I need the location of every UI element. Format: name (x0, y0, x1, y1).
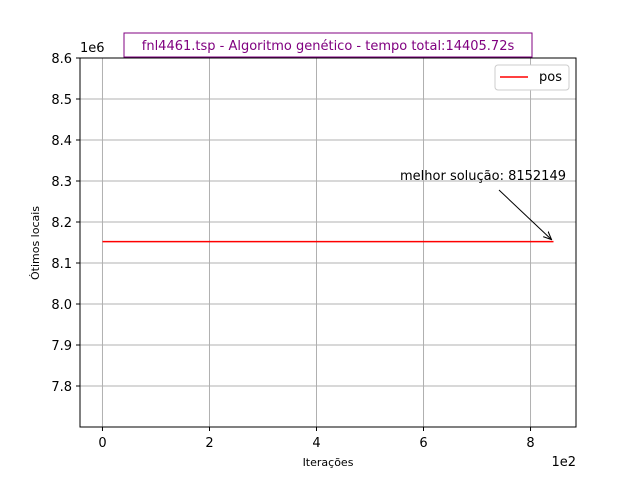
plot-frame (79, 57, 577, 428)
y-tick-label: 8.4 (51, 134, 72, 149)
x-tick-label: 4 (312, 436, 320, 451)
y-tick-label: 8.2 (51, 216, 72, 231)
y-tick-label: 7.8 (51, 380, 72, 395)
annotation-text: melhor solução: 8152149 (400, 169, 566, 184)
y-tick-label: 8.5 (51, 93, 72, 108)
annotation: melhor solução: 8152149 (400, 169, 566, 240)
y-tick-label: 8.3 (51, 175, 72, 190)
y-tick-label: 7.9 (51, 339, 72, 354)
chart-title: fnl4461.tsp - Algoritmo genético - tempo… (142, 39, 515, 54)
x-tick-label: 8 (526, 436, 534, 451)
chart-title-box: fnl4461.tsp - Algoritmo genético - tempo… (123, 32, 533, 58)
x-axis: 0 2 4 6 8 (98, 427, 535, 451)
y-tick-label: 8.1 (51, 257, 72, 272)
y-tick-label: 8.0 (51, 298, 72, 313)
y-offset-label: 1e6 (80, 41, 105, 56)
x-tick-label: 6 (419, 436, 427, 451)
y-axis-label: Ótimos locais (29, 206, 42, 280)
x-tick-label: 0 (98, 436, 106, 451)
x-offset-label: 1e2 (551, 455, 576, 470)
legend-label-pos: pos (539, 70, 562, 85)
y-axis: 7.8 7.9 8.0 8.1 8.2 8.3 8.4 8.5 8.6 (51, 52, 80, 395)
annotation-arrow (498, 189, 552, 240)
legend: pos (494, 64, 570, 91)
y-tick-label: 8.6 (51, 52, 72, 67)
x-axis-label: Iterações (303, 456, 354, 469)
x-tick-label: 2 (205, 436, 213, 451)
